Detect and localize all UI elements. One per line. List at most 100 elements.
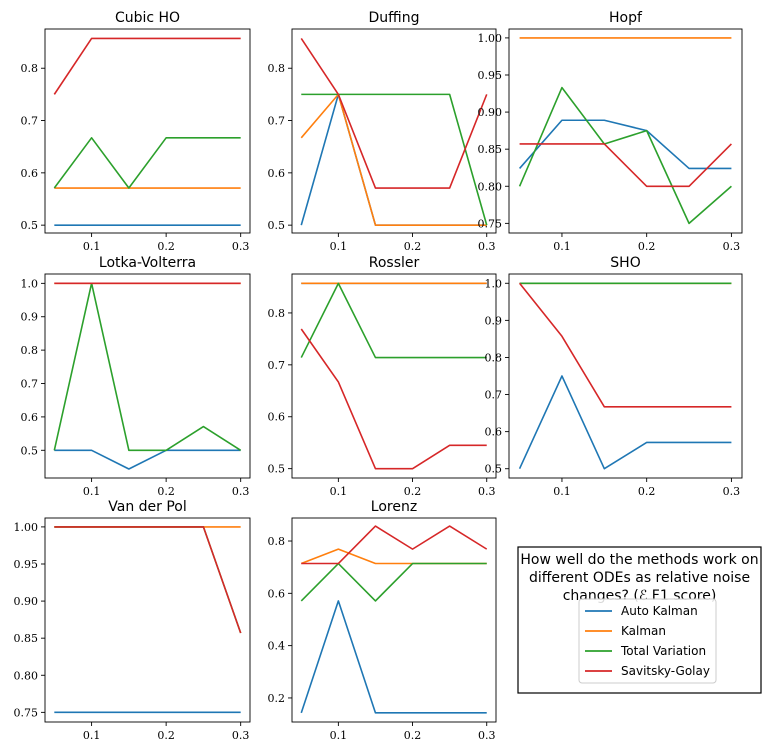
y-tick-label: 0.90 (14, 595, 39, 608)
y-tick-label: 0.7 (268, 115, 286, 128)
x-tick-label: 0.3 (478, 729, 496, 742)
series-line-savitsky-golay (53, 37, 241, 95)
y-tick-label: 0.6 (268, 587, 286, 600)
subplot-cubic-ho: Cubic HO 0.1 0.2 0.3 0.5 0.6 0.7 0.8 (21, 10, 251, 253)
y-tick-label: 0.6 (485, 426, 503, 439)
subplot-hopf: Hopf 0.1 0.2 0.3 0.75 0.80 0.85 0.90 0.95 1.00 (478, 10, 743, 253)
y-tick-label: 0.8 (268, 535, 286, 548)
x-tick-label: 0.3 (232, 729, 250, 742)
series-line-auto-kalman (54, 449, 241, 470)
legend-description-line-1: How well do the methods work on (520, 552, 758, 568)
series-line-savitsky-golay (518, 282, 732, 408)
y-tick-label: 0.8 (21, 62, 39, 75)
y-tick-label: 0.75 (14, 706, 39, 719)
subplot-title: SHO (610, 255, 640, 271)
series-line-kalman (300, 93, 487, 226)
y-tick-label: 0.90 (478, 106, 503, 119)
legend-description-line-2: different ODEs as relative noise (529, 570, 750, 586)
legend-entry-auto-kalman: Auto Kalman (585, 604, 698, 618)
y-tick-label: 0.6 (21, 411, 39, 424)
subplot-lorenz: Lorenz 0.1 0.2 0.3 0.2 0.4 0.6 0.8 (268, 499, 497, 742)
series-line-auto-kalman (300, 600, 487, 714)
x-tick-label: 0.1 (83, 240, 101, 253)
y-tick-label: 0.7 (21, 115, 39, 128)
legend-entry-savitsky-golay: Savitsky-Golay (585, 664, 710, 678)
x-tick-label: 0.1 (553, 240, 571, 253)
y-tick-label: 0.80 (478, 180, 503, 193)
y-tick-label: 0.8 (21, 344, 39, 357)
legend-inner-frame (578, 598, 717, 684)
legend-label: Kalman (621, 624, 666, 638)
legend-label: Savitsky-Golay (621, 664, 710, 678)
subplot-rossler: Rossler 0.1 0.2 0.3 0.5 0.6 0.7 0.8 (268, 255, 497, 498)
x-tick-label: 0.3 (478, 485, 496, 498)
y-tick-label: 1.00 (478, 32, 503, 45)
x-tick-label: 0.2 (404, 240, 422, 253)
y-tick-label: 0.6 (268, 411, 286, 424)
y-tick-label: 1.0 (485, 277, 503, 290)
subplot-title: Lorenz (371, 499, 417, 515)
y-tick-label: 0.2 (268, 692, 286, 705)
y-tick-label: 0.85 (14, 632, 39, 645)
series-line-total-variation (53, 282, 242, 452)
y-tick-label: 0.6 (21, 167, 39, 180)
x-tick-label: 0.2 (157, 485, 175, 498)
series-line-savitsky-golay (300, 328, 487, 470)
x-tick-label: 0.1 (83, 485, 101, 498)
x-tick-label: 0.1 (553, 485, 571, 498)
x-tick-label: 0.3 (723, 240, 741, 253)
x-tick-label: 0.3 (478, 240, 496, 253)
x-tick-label: 0.2 (638, 485, 656, 498)
axes-frame (291, 273, 497, 479)
axes-frame (291, 517, 497, 723)
x-tick-label: 0.2 (157, 240, 175, 253)
series-line-savitsky-golay (301, 525, 488, 565)
axes-frame (44, 273, 251, 479)
subplot-title: Rossler (369, 255, 420, 271)
y-tick-label: 0.8 (268, 62, 286, 75)
axes-frame (44, 517, 251, 723)
subplots-grid: Cubic HO 0.1 0.2 0.3 0.5 0.6 0.7 0.8 Duffing 0.1 0… (14, 10, 743, 742)
subplot-title: Cubic HO (115, 10, 180, 26)
axes-frame (44, 28, 251, 234)
subplot-title: Hopf (609, 10, 643, 26)
x-tick-label: 0.2 (404, 729, 422, 742)
legend-box: How well do the methods work on differen… (517, 546, 762, 694)
subplot-van-der-pol: Van der Pol 0.1 0.2 0.3 0.75 0.80 0.85 0.90 0.95… (14, 499, 251, 742)
axes-frame (291, 28, 497, 234)
x-tick-label: 0.2 (638, 240, 656, 253)
series-line-total-variation (300, 282, 487, 359)
x-tick-label: 0.3 (232, 240, 250, 253)
axes-frame (508, 28, 743, 234)
y-tick-label: 0.9 (485, 314, 503, 327)
y-tick-label: 0.8 (268, 307, 286, 320)
y-tick-label: 0.7 (268, 359, 286, 372)
y-tick-label: 1.00 (14, 521, 39, 534)
y-tick-label: 0.85 (478, 143, 503, 156)
subplot-title: Duffing (369, 10, 420, 26)
subplot-sho: SHO 0.1 0.2 0.3 0.5 0.6 0.7 0.8 0.9 1.0 (485, 255, 743, 498)
y-tick-label: 0.5 (268, 219, 286, 232)
subplot-title: Lotka-Volterra (99, 255, 196, 271)
y-tick-label: 0.5 (21, 444, 39, 457)
y-tick-label: 0.7 (485, 389, 503, 402)
x-tick-label: 0.1 (83, 729, 101, 742)
y-tick-label: 0.9 (21, 311, 39, 324)
y-tick-label: 0.6 (268, 167, 286, 180)
series-line-auto-kalman (518, 375, 732, 470)
y-tick-label: 0.5 (21, 219, 39, 232)
x-tick-label: 0.2 (157, 729, 175, 742)
y-tick-label: 0.95 (14, 558, 39, 571)
x-tick-label: 0.2 (404, 485, 422, 498)
y-tick-label: 0.4 (268, 640, 286, 653)
series-line-auto-kalman (518, 119, 732, 170)
y-tick-label: 0.95 (478, 69, 503, 82)
legend-label: Auto Kalman (621, 604, 698, 618)
x-tick-label: 0.1 (330, 729, 348, 742)
y-tick-label: 0.5 (485, 463, 503, 476)
axes-frame (508, 273, 743, 479)
subplot-lotka-volterra: Lotka-Volterra 0.1 0.2 0.3 0.5 0.6 0.7 0.8 0.9 1.… (21, 255, 251, 498)
legend-entries: Auto Kalman Kalman Total Variation Savitsky… (585, 604, 710, 678)
x-tick-label: 0.1 (330, 485, 348, 498)
